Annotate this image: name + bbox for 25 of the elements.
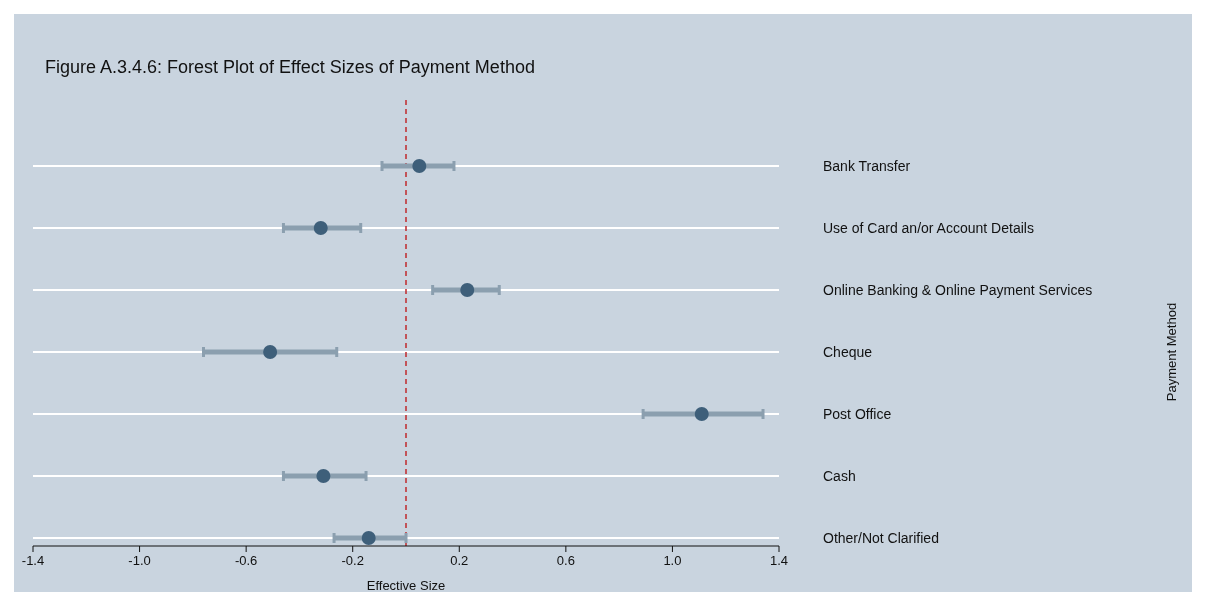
x-tick-label: 0.6 — [556, 553, 575, 568]
x-tick-label: 1.4 — [769, 553, 789, 568]
point — [412, 159, 427, 173]
y-tick-label: Post Office — [823, 406, 892, 422]
x-tick-label: 1.0 — [663, 553, 682, 568]
x-axis-title: Effective Size — [366, 578, 446, 593]
chart-title: Figure A.3.4.6: Forest Plot of Effect Sizes of Payment Method — [45, 57, 535, 77]
point — [263, 345, 278, 359]
x-tick-label: -1.0 — [128, 553, 151, 568]
y-tick-label: Use of Card an/or Account Details — [823, 220, 1034, 236]
y-tick-label: Other/Not Clarified — [823, 530, 939, 546]
point — [361, 531, 376, 545]
x-tick-label: -0.6 — [234, 553, 258, 568]
x-tick-label: -0.2 — [341, 553, 364, 568]
x-tick-label: 0.2 — [450, 553, 469, 568]
point — [316, 469, 331, 483]
text: Payment Method — [1164, 302, 1179, 402]
point — [460, 283, 475, 297]
point — [313, 221, 328, 235]
point — [694, 407, 709, 421]
y-tick-label: Cheque — [823, 344, 873, 360]
y-tick-label: Online Banking & Online Payment Services — [823, 282, 1093, 298]
x-tick-label: -1.4 — [21, 553, 45, 568]
y-tick-label: Cash — [823, 468, 856, 484]
y-tick-label: Bank Transfer — [823, 158, 911, 174]
